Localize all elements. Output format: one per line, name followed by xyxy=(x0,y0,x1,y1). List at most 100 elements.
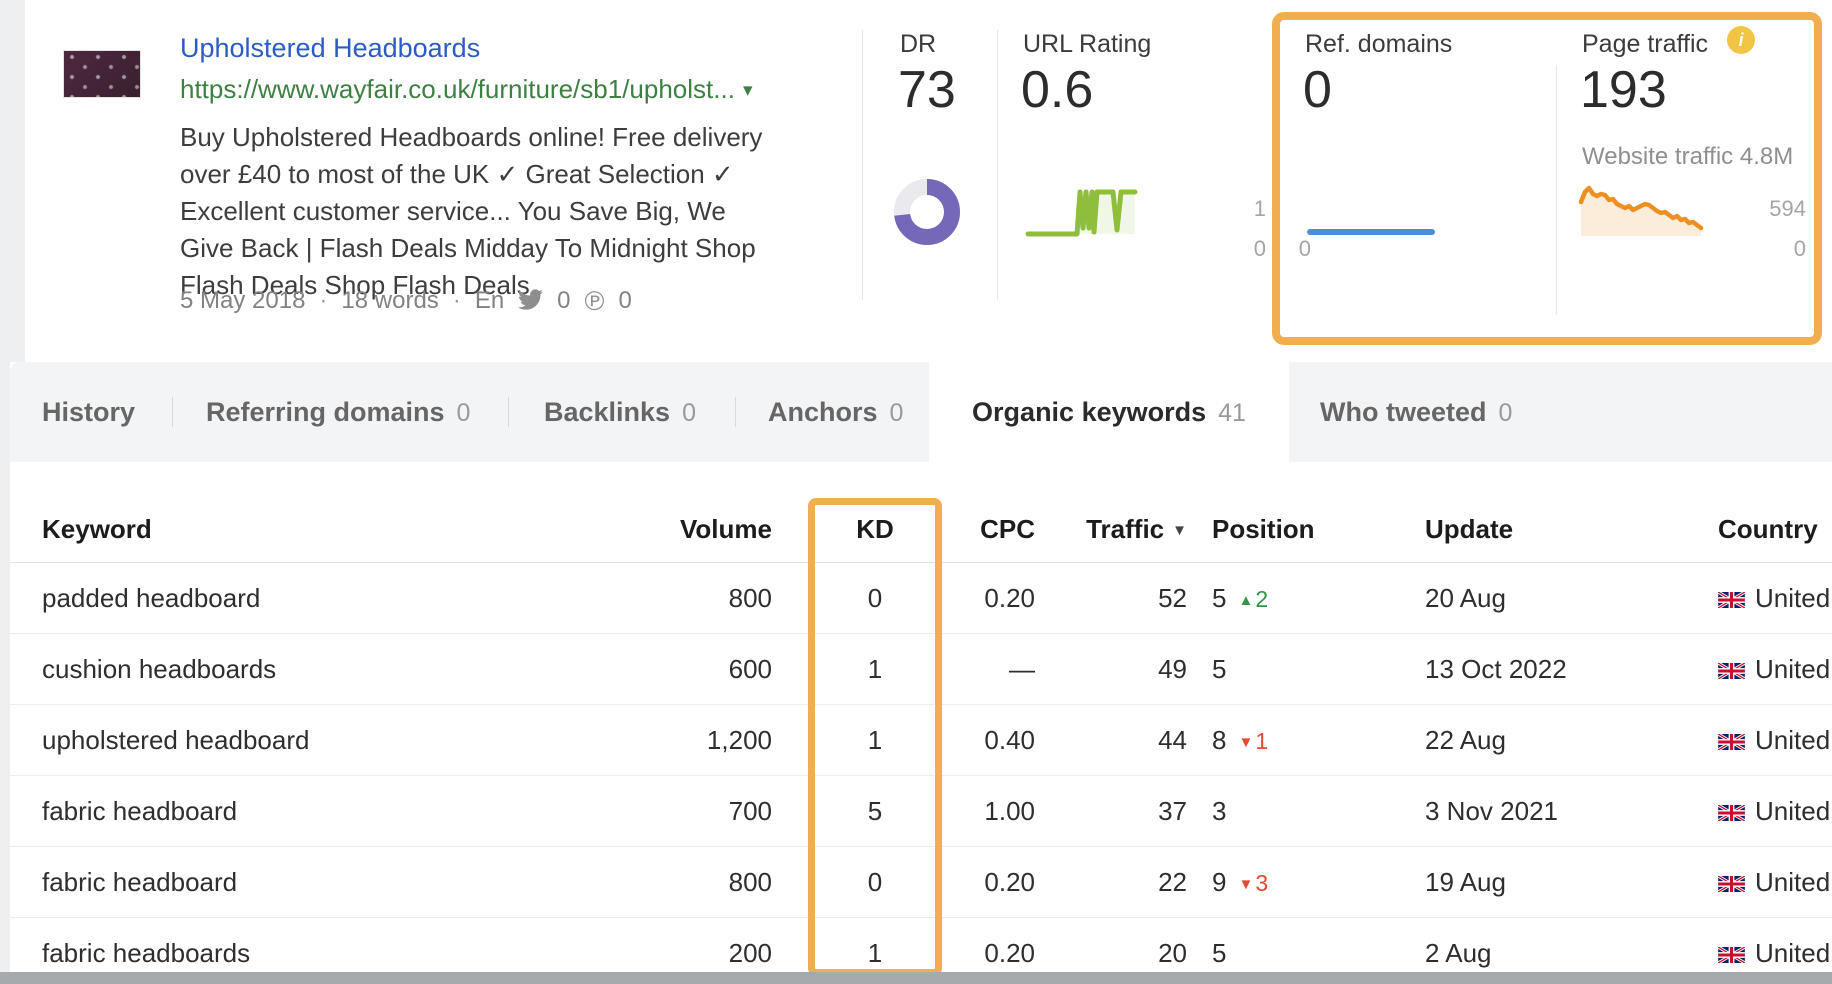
website-traffic-subtitle: Website traffic 4.8M xyxy=(1582,143,1794,170)
column-divider xyxy=(1556,65,1557,315)
keyword-cell[interactable]: fabric headboards xyxy=(42,938,251,968)
table-row: fabric headboards 200 1 0.20 20 5 2 Aug … xyxy=(10,918,1832,984)
result-card: Upholstered Headboards https://www.wayfa… xyxy=(25,0,1832,362)
publish-date: 5 May 2018 xyxy=(180,287,306,314)
down-arrow-icon: ▼ xyxy=(1238,734,1254,751)
info-icon[interactable]: i xyxy=(1727,26,1755,54)
keyword-cell[interactable]: fabric headboard xyxy=(42,867,238,897)
tab-count: 0 xyxy=(1498,399,1513,427)
ref-domains-sparkline xyxy=(1307,182,1437,245)
country-cell: United Kingdom xyxy=(1718,563,1832,634)
ref-domains-axis-min: 0 xyxy=(1298,236,1311,261)
page-background-strip xyxy=(0,362,10,984)
word-count: 18 words xyxy=(341,287,439,314)
page-description: Buy Upholstered Headboards online! Free … xyxy=(180,122,763,300)
sort-desc-icon: ▼ xyxy=(1172,522,1187,539)
report-panel: History Referring domains 0 Backlinks 0 An… xyxy=(10,362,1832,984)
page-traffic-sparkline xyxy=(1578,180,1718,245)
tab-who-tweeted[interactable]: Who tweeted 0 xyxy=(1320,397,1513,427)
up-arrow-icon: ▲ xyxy=(1238,592,1254,609)
tab-count: 0 xyxy=(456,399,471,427)
traffic-cell: 49 xyxy=(1158,654,1187,684)
twitter-count: 0 xyxy=(557,287,571,314)
uk-flag-icon xyxy=(1718,732,1746,752)
kd-cell: 5 xyxy=(867,796,883,826)
keyword-cell[interactable]: upholstered headboard xyxy=(42,725,310,755)
volume-cell: 600 xyxy=(728,654,772,684)
header-keyword[interactable]: Keyword xyxy=(42,514,152,544)
country-cell: United Kingdom xyxy=(1718,776,1832,847)
tab-anchors[interactable]: Anchors 0 xyxy=(768,397,904,427)
url-rating-axis-max: 1 xyxy=(1253,196,1266,221)
tab-backlinks[interactable]: Backlinks 0 xyxy=(544,397,696,427)
table-header-row: Keyword Volume KD CPC Traffic ▼ Position … xyxy=(10,500,1832,563)
cpc-cell: 0.40 xyxy=(984,725,1035,755)
tab-divider xyxy=(508,397,509,427)
volume-cell: 200 xyxy=(728,938,772,968)
kd-cell: 0 xyxy=(867,867,883,897)
volume-cell: 800 xyxy=(728,867,772,897)
country-cell: United Kingdom xyxy=(1718,847,1832,918)
pinterest-icon: ℗ xyxy=(584,285,605,316)
tab-bar: History Referring domains 0 Backlinks 0 An… xyxy=(10,362,1832,462)
uk-flag-icon xyxy=(1718,803,1746,823)
tab-organic-keywords[interactable]: Organic keywords 41 xyxy=(929,362,1289,462)
cpc-cell: — xyxy=(1009,654,1035,684)
uk-flag-icon xyxy=(1718,874,1746,894)
kd-cell: 1 xyxy=(867,938,883,968)
tab-referring-domains[interactable]: Referring domains 0 xyxy=(206,397,471,427)
volume-cell: 1,200 xyxy=(706,725,772,755)
url-rating-sparkline xyxy=(1025,182,1160,245)
cpc-cell: 1.00 xyxy=(984,796,1035,826)
twitter-icon xyxy=(518,287,544,315)
country-cell: United Kingdom xyxy=(1718,634,1832,705)
column-divider xyxy=(862,30,863,300)
position-change-up: ▲2 xyxy=(1238,586,1269,612)
header-cpc[interactable]: CPC xyxy=(980,514,1035,544)
update-cell: 2 Aug xyxy=(1425,938,1492,968)
tab-count: 0 xyxy=(889,399,904,427)
position-cell: 8 ▼1 xyxy=(1212,725,1269,755)
horizontal-scrollbar[interactable] xyxy=(0,972,1832,984)
column-divider xyxy=(997,30,998,300)
cpc-cell: 0.20 xyxy=(984,867,1035,897)
kd-cell: 1 xyxy=(867,725,883,755)
kd-cell: 0 xyxy=(867,583,883,613)
header-volume[interactable]: Volume xyxy=(680,514,772,544)
tab-history[interactable]: History xyxy=(42,397,136,427)
tab-divider xyxy=(735,397,736,427)
header-country[interactable]: Country xyxy=(1718,514,1818,544)
url-rating-axis-min: 0 xyxy=(1253,236,1266,261)
dr-label: DR xyxy=(900,30,937,58)
header-kd[interactable]: KD xyxy=(856,514,894,544)
table-row: cushion headboards 600 1 — 49 5 13 Oct 2… xyxy=(10,634,1832,705)
pinterest-count: 0 xyxy=(618,287,632,314)
position-change-down: ▼1 xyxy=(1238,728,1269,754)
volume-cell: 700 xyxy=(728,796,772,826)
tab-divider xyxy=(172,397,173,427)
page-url[interactable]: https://www.wayfair.co.uk/furniture/sb1/… xyxy=(180,74,753,104)
position-change-down: ▼3 xyxy=(1238,870,1269,896)
meta-separator: · xyxy=(452,287,461,314)
table-row: upholstered headboard 1,200 1 0.40 44 8 ▼… xyxy=(10,705,1832,776)
cpc-cell: 0.20 xyxy=(984,583,1035,613)
url-dropdown-icon[interactable]: ▾ xyxy=(742,80,753,101)
page-title-link[interactable]: Upholstered Headboards xyxy=(180,33,481,63)
header-traffic[interactable]: Traffic ▼ xyxy=(1086,514,1187,544)
update-cell: 20 Aug xyxy=(1425,583,1506,613)
keyword-cell[interactable]: fabric headboard xyxy=(42,796,238,826)
traffic-cell: 44 xyxy=(1158,725,1187,755)
keyword-cell[interactable]: cushion headboards xyxy=(42,654,277,684)
keyword-cell[interactable]: padded headboard xyxy=(42,583,261,613)
language-label: En xyxy=(474,287,505,314)
header-position[interactable]: Position xyxy=(1212,514,1315,544)
header-update[interactable]: Update xyxy=(1425,514,1514,544)
tab-count: 0 xyxy=(682,399,696,427)
dr-donut-chart xyxy=(893,178,961,251)
country-cell: United Kingdom xyxy=(1718,705,1832,776)
update-cell: 13 Oct 2022 xyxy=(1425,654,1567,684)
page-thumbnail xyxy=(63,50,141,98)
meta-separator: · xyxy=(319,287,328,314)
ref-domains-value: 0 xyxy=(1303,61,1332,119)
